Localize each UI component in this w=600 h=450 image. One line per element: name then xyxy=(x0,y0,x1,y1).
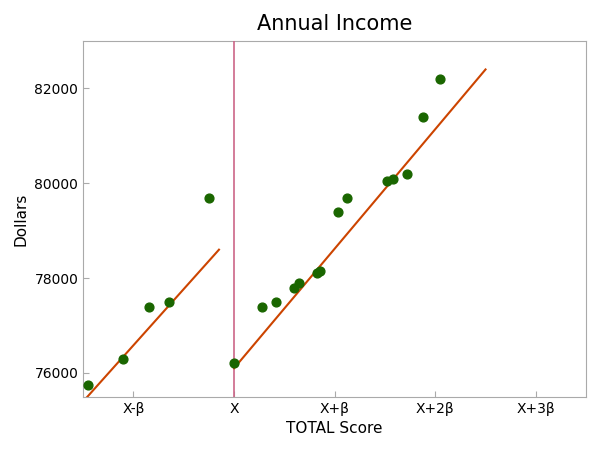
Point xyxy=(402,170,412,177)
Point xyxy=(229,360,239,367)
Point xyxy=(382,177,392,184)
Title: Annual Income: Annual Income xyxy=(257,14,412,34)
Point xyxy=(295,279,304,287)
Point xyxy=(272,298,281,306)
Point xyxy=(164,298,173,306)
Point xyxy=(333,208,343,216)
Point xyxy=(342,194,352,201)
Point xyxy=(119,355,128,362)
Point xyxy=(312,270,322,277)
Point xyxy=(388,175,398,182)
Y-axis label: Dollars: Dollars xyxy=(14,192,29,246)
Point xyxy=(315,267,325,274)
Point xyxy=(204,194,214,201)
Point xyxy=(257,303,267,310)
Point xyxy=(290,284,299,291)
Point xyxy=(418,113,428,121)
Point xyxy=(83,381,93,388)
X-axis label: TOTAL Score: TOTAL Score xyxy=(286,421,383,436)
Point xyxy=(436,75,445,82)
Point xyxy=(144,303,154,310)
